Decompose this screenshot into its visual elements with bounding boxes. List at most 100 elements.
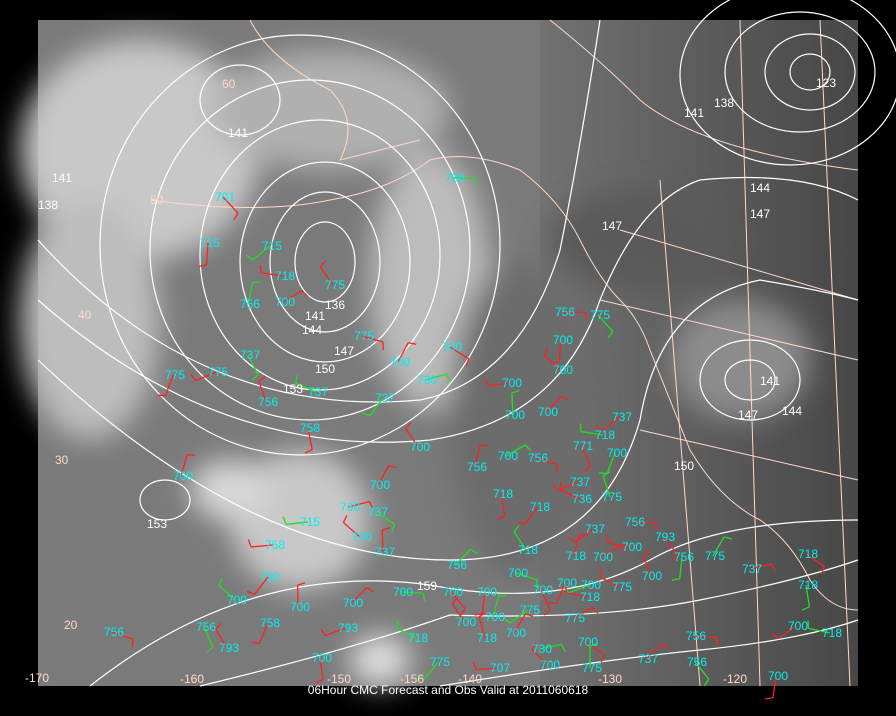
station-value: 700 [477, 585, 497, 599]
contour-label: 144 [782, 404, 802, 418]
longitude-label: -170 [25, 671, 49, 685]
station-value: 707 [490, 661, 510, 675]
wind-barb [111, 631, 134, 640]
contour-label: 141 [305, 309, 325, 323]
wind-barb-flag [559, 481, 563, 490]
wind-barb [694, 661, 710, 680]
contour-line [99, 34, 501, 456]
station-value: 756 [447, 558, 467, 572]
station-value: 756 [467, 460, 487, 474]
station-value: 700 [508, 566, 528, 580]
wind-barb [481, 591, 486, 614]
station-value: 718 [477, 631, 497, 645]
wind-barb [642, 554, 651, 577]
station-value: 771 [573, 439, 593, 453]
station-value: 718 [798, 547, 818, 561]
coastlines [149, 19, 859, 687]
wind-barb [524, 506, 539, 525]
contour-line [699, 339, 801, 421]
station-value: 756 [258, 395, 278, 409]
wind-barb-flag [391, 523, 396, 532]
wind-barb-flag [474, 177, 478, 186]
wind-barb-flag [643, 550, 651, 556]
wind-barb [252, 245, 271, 261]
contour-line [89, 519, 859, 687]
station-value: 730 [260, 570, 280, 584]
station-value: 700 [607, 446, 627, 460]
station-value: 775 [354, 329, 374, 343]
station-value: 775 [430, 655, 450, 669]
contour-label: 150 [315, 362, 335, 376]
wind-barb-flag [619, 545, 627, 553]
wind-barb [608, 542, 631, 548]
wind-barb-flag [513, 525, 520, 532]
station-value: 775 [520, 603, 540, 617]
station-value: 718 [530, 500, 550, 514]
wind-barb [545, 395, 562, 413]
wind-barb-flag [190, 373, 197, 382]
wind-barb [777, 625, 797, 640]
wind-barb [662, 536, 678, 555]
contour-line [724, 11, 876, 133]
wind-barb [342, 522, 361, 538]
wind-barb [513, 531, 527, 551]
wind-barb-flag [606, 535, 609, 544]
wind-barb-flag [206, 646, 214, 653]
station-value: 700 [485, 610, 505, 624]
wind-barb [251, 544, 274, 548]
station-value: 730 [532, 642, 552, 656]
wind-barb-flag [233, 212, 239, 221]
wind-barb-flag [320, 628, 326, 636]
wind-barb-flag [297, 582, 306, 586]
station-value: 756 [528, 451, 548, 465]
station-value: 775 [602, 490, 622, 504]
contour-label: 138 [714, 96, 734, 110]
station-value: 718 [493, 487, 513, 501]
station-value: 700 [538, 405, 558, 419]
contour-labels: 1411411381231441471471411381411441361471… [38, 76, 836, 593]
wind-barb [400, 591, 424, 594]
contour-label: 123 [816, 76, 836, 90]
wind-barb-flag [821, 566, 825, 575]
wind-barb [597, 314, 614, 332]
wind-barb-flag [595, 425, 604, 432]
station-value: 700 [502, 376, 522, 390]
wind-barb [350, 587, 368, 604]
wind-barb [258, 622, 269, 644]
wind-barb-flag [565, 584, 568, 593]
station-value: 793 [655, 530, 675, 544]
contour-label: 141 [228, 126, 248, 140]
contour-label: 141 [760, 374, 780, 388]
wind-barb [377, 465, 390, 486]
contour-line [239, 161, 411, 363]
wind-barb [454, 548, 472, 566]
wind-barb-flag [304, 449, 313, 454]
height-contours [37, 0, 896, 687]
wind-barb [693, 635, 716, 639]
station-value: 737 [638, 652, 658, 666]
wind-barb [749, 563, 772, 570]
wind-barb-flag [770, 563, 776, 572]
station-value: 756 [196, 620, 216, 634]
station-value: 775 [582, 661, 602, 675]
contour-label: 147 [738, 408, 758, 422]
station-value: 758 [260, 616, 280, 630]
wind-barb-flag [517, 521, 525, 526]
grid-labels: 60 50 40 30 20 -170 -160 -150 -156 -140 -130 -120 [25, 77, 747, 686]
station-value: 715 [262, 239, 282, 253]
wind-barb [712, 536, 725, 557]
contour-label: 153 [283, 382, 303, 396]
station-value: 700 [456, 615, 476, 629]
wind-barb [218, 584, 236, 601]
wind-barb [282, 290, 303, 303]
wind-barb-flag [382, 526, 391, 531]
contour-label: 147 [750, 207, 770, 221]
station-value: 715 [300, 515, 320, 529]
wind-barb-flag [661, 643, 670, 649]
station-value: 793 [338, 621, 358, 635]
wind-barb [247, 354, 259, 375]
station-value: 756 [687, 655, 707, 669]
wind-barb-flag [258, 376, 266, 382]
wind-barb [253, 576, 269, 595]
station-value: 700 [622, 540, 642, 554]
